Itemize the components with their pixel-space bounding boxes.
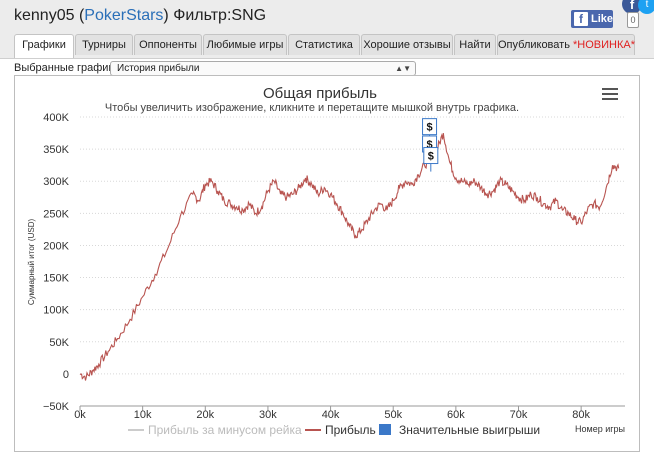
x-tick-label: 30k xyxy=(259,409,277,421)
tab-tournaments[interactable]: Турниры xyxy=(75,34,133,55)
y-tick-label: 0 xyxy=(63,369,69,381)
y-tick-label: 200K xyxy=(43,240,69,252)
tab-find[interactable]: Найти xyxy=(454,34,496,55)
x-tick-label: 20k xyxy=(196,409,214,421)
new-badge: *НОВИНКА* xyxy=(573,39,635,51)
x-tick-label: 0k xyxy=(74,409,86,421)
chart-selector-label: Выбранные графики: xyxy=(14,62,123,74)
legend-swatch xyxy=(379,424,391,435)
x-tick-label: 80k xyxy=(572,409,590,421)
x-tick-label: 10k xyxy=(134,409,152,421)
y-tick-label: 150K xyxy=(43,273,69,285)
series-layer xyxy=(79,133,620,381)
x-tick-label: 40k xyxy=(322,409,340,421)
like-label: Like xyxy=(591,13,614,25)
grid-lines xyxy=(80,116,625,407)
legend-item[interactable]: Прибыль xyxy=(305,423,376,437)
y-tick-label: 250K xyxy=(43,208,69,220)
y-tick-label: 50K xyxy=(49,337,69,349)
chart-title: Общая прибыль xyxy=(263,85,377,102)
top-bar: kenny05 (PokerStars) Фильтр:SNG f Like f… xyxy=(0,0,654,59)
x-axis-label: Номер игры xyxy=(575,424,625,434)
x-tick-label: 60k xyxy=(447,409,465,421)
y-axis-label: Суммарный итог (USD) xyxy=(27,219,36,306)
y-axis: −50K 0 50K 100K 150K 200K 250K 300K 350K 400K xyxy=(43,112,70,413)
legend-item[interactable]: Прибыль за минусом рейка xyxy=(128,423,302,437)
select-arrow-icon: ▲▼ xyxy=(395,64,411,73)
bookmark-icon[interactable]: 0 xyxy=(627,12,639,28)
significant-win-marker[interactable] xyxy=(422,118,438,136)
tab-graphs[interactable]: Графики xyxy=(14,34,74,58)
legend-label: Прибыль за минусом рейка xyxy=(148,423,302,437)
legend-label: Значительные выигрыши xyxy=(399,423,540,437)
profit-series-line xyxy=(79,133,620,381)
marker-layer: $$$ xyxy=(422,118,439,172)
x-tick-label: 70k xyxy=(510,409,528,421)
facebook-like-button[interactable]: f Like xyxy=(571,10,613,28)
marker-label: $ xyxy=(426,122,432,134)
y-tick-label: −50K xyxy=(43,401,70,413)
marker-label: $ xyxy=(426,139,432,151)
page-title: kenny05 (PokerStars) Фильтр:SNG xyxy=(14,7,267,24)
tab-publish[interactable]: Опубликовать *НОВИНКА* xyxy=(497,34,635,55)
twitter-icon[interactable]: t xyxy=(638,0,654,14)
y-tick-label: 350K xyxy=(43,144,69,156)
x-axis: 0k 10k 20k 30k 40k 50k 60k 70k 80k xyxy=(74,405,625,421)
site-link[interactable]: PokerStars xyxy=(84,7,164,24)
marker-label: $ xyxy=(428,151,434,163)
x-tick-label: 50k xyxy=(384,409,402,421)
chart-subtitle: Чтобы увеличить изображение, кликните и … xyxy=(105,102,519,114)
hamburger-icon[interactable] xyxy=(602,88,618,100)
tab-good-reviews[interactable]: Хорошие отзывы xyxy=(361,34,453,55)
facebook-icon: f xyxy=(574,12,588,26)
facebook-share-icon[interactable]: f xyxy=(622,0,642,14)
tab-favorite-games[interactable]: Любимые игры xyxy=(203,34,287,55)
social-icons: f t 0 xyxy=(618,0,654,34)
chart-selector-value: История прибыли xyxy=(117,63,200,74)
tab-statistics[interactable]: Статистика xyxy=(288,34,360,55)
y-tick-label: 300K xyxy=(43,176,69,188)
tab-opponents[interactable]: Оппоненты xyxy=(134,34,202,55)
y-tick-label: 400K xyxy=(43,112,69,124)
filter-label: Фильтр:SNG xyxy=(173,7,267,24)
chart-container[interactable] xyxy=(14,75,640,452)
significant-win-marker[interactable] xyxy=(423,147,439,165)
user-name: kenny05 xyxy=(14,7,75,24)
legend-label: Прибыль xyxy=(325,423,376,437)
y-tick-label: 100K xyxy=(43,305,69,317)
legend: Прибыль за минусом рейка Прибыль Значитель… xyxy=(128,423,540,437)
chart-selector-row: Выбранные графики: История прибыли ▲▼ xyxy=(14,61,416,76)
legend-item[interactable]: Значительные выигрыши xyxy=(379,423,540,437)
